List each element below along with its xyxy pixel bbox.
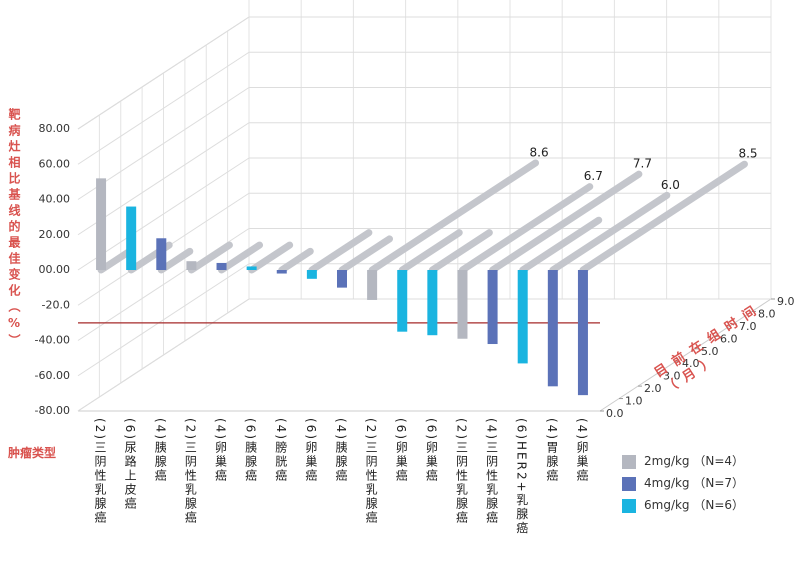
- x-tick-label: (4)胃腺癌: [544, 418, 559, 483]
- duration-bar: [368, 159, 540, 274]
- bar: [276, 270, 287, 274]
- legend-swatch: [622, 476, 636, 491]
- x-tick-label: (6)胰腺癌: [243, 418, 258, 483]
- bar: [156, 238, 167, 270]
- legend-item: 2mg/kg （N=4）: [622, 452, 744, 469]
- z-tick-label: 8.0: [758, 307, 776, 320]
- x-tick-label: (4)卵巢癌: [574, 418, 589, 483]
- x-tick-label: (2)三阴性乳腺癌: [93, 418, 108, 525]
- z-tick-label: 4.0: [682, 357, 700, 370]
- duration-bar: [187, 241, 233, 274]
- legend-swatch: [622, 498, 636, 513]
- x-tick-label: (4)胰腺癌: [153, 418, 168, 483]
- z-tick-label: 1.0: [625, 395, 643, 408]
- bar: [96, 178, 107, 270]
- bar: [397, 270, 408, 332]
- legend-item: 4mg/kg （N=7）: [622, 474, 744, 491]
- duration-bar: [218, 241, 264, 274]
- legend-label: 4mg/kg （N=7）: [644, 476, 745, 490]
- grid-line: [77, 87, 250, 200]
- z-tick-label: 9.0: [777, 295, 795, 308]
- y-tick-label: -20.0: [42, 298, 70, 311]
- x-tick-label: (4)三阴性乳腺癌: [484, 418, 499, 525]
- bar: [216, 262, 227, 270]
- y-tick-label: 00.00: [39, 263, 71, 276]
- duration-label: 8.6: [530, 145, 549, 159]
- legend-item: 6mg/kg （N=6）: [622, 496, 744, 513]
- duration-label: 6.0: [661, 178, 680, 192]
- duration-bar: [549, 191, 671, 274]
- y-tick-label: -80.00: [35, 404, 70, 417]
- duration-bar: [278, 247, 314, 274]
- bar: [186, 261, 197, 270]
- x-tick-label: (2)三阴性乳腺癌: [454, 418, 469, 525]
- bar: [487, 270, 498, 345]
- bar: [337, 270, 347, 288]
- z-tick-label: 6.0: [720, 332, 738, 345]
- bar: [577, 270, 588, 396]
- duration-label: 7.7: [633, 157, 652, 171]
- z-tick-label: 7.0: [739, 320, 757, 333]
- duration-bar: [308, 229, 373, 274]
- grid-line: [77, 51, 250, 165]
- y-tick-label: 40.00: [39, 193, 71, 206]
- z-tick-label: 0.0: [606, 407, 624, 420]
- duration-bar: [398, 229, 463, 274]
- x-tick-label: (6)卵巢癌: [394, 418, 409, 483]
- z-tick-label: 5.0: [701, 345, 719, 358]
- bar: [367, 270, 378, 300]
- bar: [517, 270, 528, 364]
- duration-bar: [579, 160, 748, 274]
- x-tick-label: (4)卵巢癌: [213, 418, 228, 483]
- x-tick-label: (6)卵巢癌: [424, 418, 439, 483]
- bar: [427, 270, 438, 336]
- duration-label: 8.5: [738, 147, 757, 161]
- duration-bar: [338, 235, 393, 274]
- y-tick-label: 80.00: [39, 122, 71, 135]
- grid-line: [77, 157, 250, 271]
- x-tick-label: (6)卵巢癌: [303, 418, 318, 483]
- x-tick-label: (4)膀胱癌: [273, 418, 288, 483]
- wall-edge: [599, 298, 772, 412]
- z-tick-label: 2.0: [644, 382, 662, 395]
- bar: [246, 266, 257, 270]
- duration-bar: [458, 183, 594, 274]
- y-tick-label: 20.00: [39, 228, 71, 241]
- z-tick-label: 3.0: [663, 370, 681, 383]
- duration-label: 6.7: [584, 169, 603, 183]
- x-tick-label: (2)三阴性乳腺癌: [183, 418, 198, 525]
- x-tick-label: (6)HER2+乳腺癌: [514, 418, 529, 536]
- legend-swatch: [622, 454, 636, 469]
- grid-line: [77, 16, 250, 130]
- x-axis-title: 肿瘤类型: [8, 446, 57, 460]
- duration-bar: [428, 229, 493, 274]
- duration-bar: [489, 170, 643, 274]
- bar: [306, 270, 317, 279]
- y-axis-title: 靶病灶相比基线的最佳变化（%）: [7, 108, 21, 350]
- bar: [547, 270, 558, 387]
- y-tick-label: -40.00: [35, 334, 70, 347]
- y-tick-label: 60.00: [39, 157, 71, 170]
- x-tick-label: (6)尿路上皮癌: [123, 418, 138, 511]
- bar: [457, 270, 468, 339]
- legend-label: 2mg/kg （N=4）: [644, 454, 745, 468]
- grid-line: [77, 263, 250, 377]
- x-tick-label: (2)三阴性乳腺癌: [364, 418, 379, 525]
- bar: [126, 206, 137, 270]
- duration-bar: [248, 241, 294, 274]
- y-tick-label: -60.00: [35, 369, 70, 382]
- grid-line: [77, 122, 250, 236]
- x-tick-label: (4)胰腺癌: [334, 418, 348, 483]
- duration-bar: [519, 216, 603, 274]
- grid-line: [77, 298, 250, 412]
- legend-label: 6mg/kg （N=6）: [644, 498, 745, 512]
